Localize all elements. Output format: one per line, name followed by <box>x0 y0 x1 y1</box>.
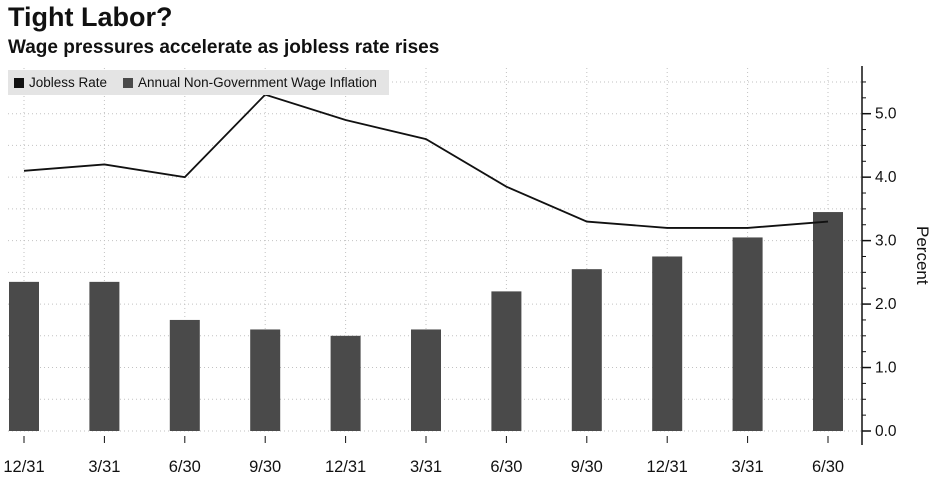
legend-item-jobless-rate: Jobless Rate <box>14 75 107 90</box>
legend-swatch-jobless-rate <box>14 77 24 88</box>
x-tick-label: 9/30 <box>571 458 603 476</box>
line-jobless-rate <box>23 93 829 229</box>
bar-wage-inflation <box>250 329 281 431</box>
x-tick-label: 6/30 <box>490 458 522 476</box>
y-tick-label: 2.0 <box>875 296 897 313</box>
x-tick-label: 12/31 <box>647 458 688 476</box>
bar-wage-inflation <box>169 319 200 431</box>
legend-swatch-wage-inflation <box>123 77 134 88</box>
x-tick-label: 6/30 <box>812 458 844 476</box>
bar-wage-inflation <box>571 269 602 431</box>
y-tick-label: 3.0 <box>875 233 897 250</box>
chart-title: Tight Labor? <box>8 2 173 32</box>
y-axis-label: Percent <box>913 225 932 285</box>
x-tick-label: 3/31 <box>410 458 442 476</box>
chart-subtitle: Wage pressures accelerate as jobless rat… <box>8 37 440 58</box>
bar-wage-inflation <box>732 237 763 431</box>
y-tick-label: 1.0 <box>875 360 897 377</box>
bar-wage-inflation <box>330 335 361 431</box>
y-tick-label: 0.0 <box>875 423 897 440</box>
x-tick-label: 12/31 <box>3 458 44 476</box>
x-tick-label: 12/31 <box>325 458 366 476</box>
x-tick-label: 6/30 <box>169 458 201 476</box>
bar-wage-inflation <box>491 291 522 431</box>
bar-wage-inflation <box>9 281 39 431</box>
bar-wage-inflation <box>813 212 843 431</box>
legend-label-wage-inflation: Annual Non-Government Wage Inflation <box>138 75 377 90</box>
y-tick-label: 4.0 <box>875 169 897 186</box>
x-tick-label: 3/31 <box>732 458 764 476</box>
legend-item-wage-inflation: Annual Non-Government Wage Inflation <box>123 75 377 90</box>
bar-wage-inflation <box>652 256 683 431</box>
bar-wage-inflation <box>411 329 441 431</box>
x-tick-label: 3/31 <box>88 458 120 476</box>
legend: Jobless Rate Annual Non-Government Wage … <box>8 70 389 95</box>
x-tick-label: 9/30 <box>249 458 281 476</box>
y-tick-label: 5.0 <box>875 106 897 123</box>
legend-label-jobless-rate: Jobless Rate <box>29 75 108 90</box>
bar-wage-inflation <box>89 281 120 431</box>
